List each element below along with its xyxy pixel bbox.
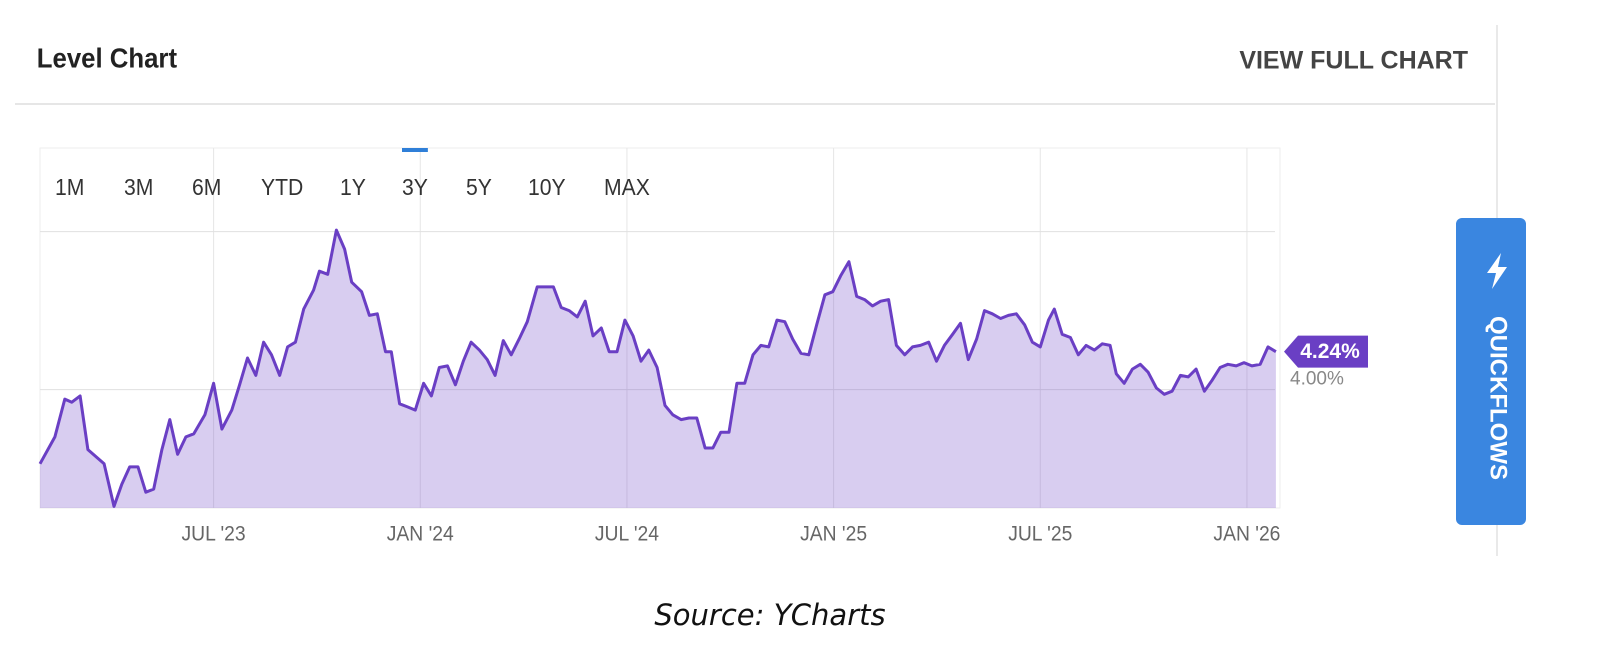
active-indicator [402, 148, 428, 152]
range-tab[interactable]: YTD [261, 174, 303, 200]
line [38, 228, 1277, 508]
range-tab[interactable]: 10Y [528, 174, 566, 200]
x-tick-label: JAN '25 [800, 523, 867, 546]
range-tab[interactable]: 1M [55, 174, 84, 200]
range-tab[interactable]: 3Y [402, 174, 428, 200]
quickflows-button[interactable]: QUICKFLOWS [1456, 218, 1526, 525]
chart-frame [39, 147, 1281, 509]
y-tick-label: 4.00% [1290, 369, 1344, 390]
source-caption: Source: YCharts [654, 598, 885, 632]
range-tab[interactable]: 3M [124, 174, 153, 200]
range-tab[interactable]: 1Y [340, 174, 366, 200]
panel-title: Level Chart [37, 42, 177, 73]
current-value-label: 4.24% [1300, 340, 1360, 363]
x-tick-label: JUL '25 [1008, 523, 1072, 546]
quickflows-label: QUICKFLOWS [1485, 316, 1512, 480]
button-bg [1456, 218, 1526, 525]
current-value-badge [1284, 335, 1368, 368]
range-tabs: 1M 3M 6M YTD 1Y 3Y 5Y 10Y MAX [55, 148, 650, 200]
plot: JUL '23 JAN '24 JUL '24 JAN '25 JUL '25 JAN '… [38, 148, 1368, 546]
x-tick-label: JUL '23 [182, 523, 246, 546]
view-full-chart[interactable]: VIEW FULL CHART [1239, 47, 1468, 75]
range-tab[interactable]: 6M [192, 174, 221, 200]
range-tab[interactable]: 5Y [466, 174, 492, 200]
x-tick-label: JUL '24 [595, 523, 659, 546]
bolt-icon [1487, 253, 1507, 289]
area [40, 230, 1276, 508]
x-tick-label: JAN '24 [387, 523, 454, 546]
range-tab[interactable]: MAX [604, 174, 650, 200]
x-tick-label: JAN '26 [1213, 523, 1280, 546]
